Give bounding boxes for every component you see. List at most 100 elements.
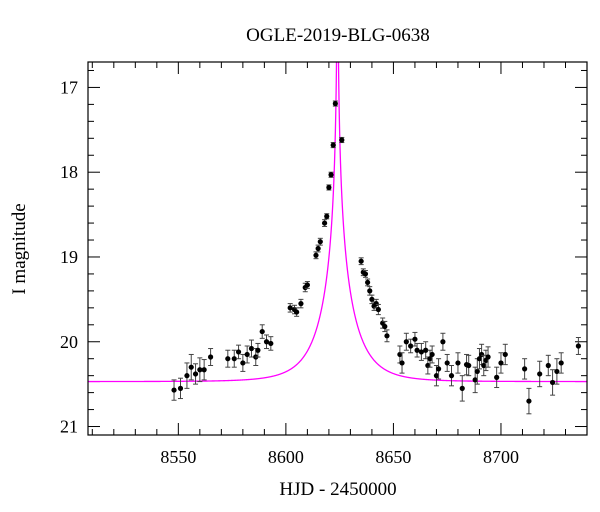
data-point — [287, 303, 293, 313]
point-marker — [369, 296, 375, 302]
data-point — [554, 358, 560, 385]
point-marker — [472, 377, 478, 383]
data-point — [330, 142, 336, 149]
data-point — [481, 354, 487, 377]
point-marker — [263, 339, 270, 345]
point-marker — [427, 356, 433, 362]
point-marker — [192, 371, 199, 377]
point-marker — [324, 213, 330, 219]
point-marker — [485, 354, 491, 360]
data-point — [423, 341, 429, 360]
point-marker — [455, 360, 461, 366]
point-marker — [526, 398, 532, 404]
point-marker — [403, 339, 409, 345]
data-point — [298, 298, 304, 309]
point-marker — [418, 349, 424, 355]
point-marker — [575, 343, 581, 349]
data-point — [498, 352, 504, 374]
point-marker — [444, 360, 450, 366]
point-marker — [225, 356, 231, 362]
data-point — [321, 219, 328, 227]
point-marker — [188, 364, 194, 370]
data-point — [384, 329, 390, 343]
x-tick-label: 8550 — [160, 447, 196, 467]
data-point — [502, 343, 508, 366]
point-marker — [466, 362, 472, 369]
point-marker — [358, 258, 364, 264]
data-point — [455, 352, 461, 374]
point-marker — [502, 351, 508, 358]
x-axis: 8550 8600 8650 8700 — [91, 62, 588, 467]
point-marker — [287, 305, 293, 311]
point-marker — [362, 271, 369, 277]
data-point — [177, 377, 184, 400]
data-point — [440, 332, 446, 351]
data-point — [558, 352, 564, 374]
point-marker — [298, 301, 304, 307]
x-axis-label: HJD - 2450000 — [279, 479, 396, 500]
point-marker — [328, 172, 334, 178]
data-point — [365, 278, 371, 287]
point-marker — [294, 309, 300, 315]
point-marker — [384, 333, 390, 339]
data-points — [171, 100, 581, 415]
point-marker — [259, 328, 265, 335]
point-marker — [235, 349, 242, 355]
data-point — [545, 354, 551, 377]
point-marker — [459, 385, 465, 391]
point-marker — [330, 142, 336, 148]
point-marker — [255, 347, 261, 353]
data-point — [459, 375, 465, 402]
data-point — [248, 339, 255, 358]
data-point — [474, 358, 480, 385]
point-marker — [240, 360, 246, 366]
point-marker — [332, 100, 338, 107]
data-point — [326, 184, 332, 191]
data-point — [418, 342, 424, 361]
point-marker — [197, 367, 203, 373]
point-marker — [201, 367, 207, 373]
data-point — [201, 359, 207, 381]
point-marker — [248, 345, 255, 352]
data-point — [362, 270, 369, 278]
x-tick-label: 8600 — [268, 447, 304, 467]
data-point — [197, 357, 203, 383]
point-marker — [315, 245, 321, 252]
point-marker — [423, 347, 429, 353]
data-point — [188, 353, 194, 381]
data-point — [235, 344, 242, 360]
point-marker — [184, 373, 190, 379]
data-point — [466, 354, 472, 377]
data-point — [494, 366, 500, 389]
data-point — [207, 348, 214, 366]
data-point — [192, 363, 199, 385]
data-point — [317, 237, 323, 246]
point-marker — [448, 373, 455, 379]
point-marker — [440, 339, 446, 345]
data-point — [399, 352, 405, 374]
point-marker — [433, 373, 440, 379]
plot-area — [88, 62, 587, 415]
point-marker — [408, 343, 414, 349]
data-point — [414, 342, 420, 358]
data-point — [375, 303, 381, 316]
point-marker — [545, 362, 551, 369]
x-tick-label: 8700 — [483, 447, 519, 467]
data-point — [328, 171, 334, 178]
data-point — [313, 251, 319, 260]
point-marker — [313, 252, 319, 258]
data-point — [294, 307, 300, 317]
point-marker — [367, 288, 373, 294]
data-point — [304, 281, 310, 289]
data-point — [324, 213, 330, 220]
y-tick-label: 21 — [60, 417, 78, 437]
point-marker — [375, 306, 381, 313]
point-marker — [494, 374, 500, 380]
point-marker — [321, 220, 328, 226]
point-marker — [537, 371, 543, 377]
data-point — [358, 257, 364, 266]
data-point — [522, 358, 528, 380]
data-point — [259, 324, 265, 339]
data-point — [435, 358, 442, 380]
